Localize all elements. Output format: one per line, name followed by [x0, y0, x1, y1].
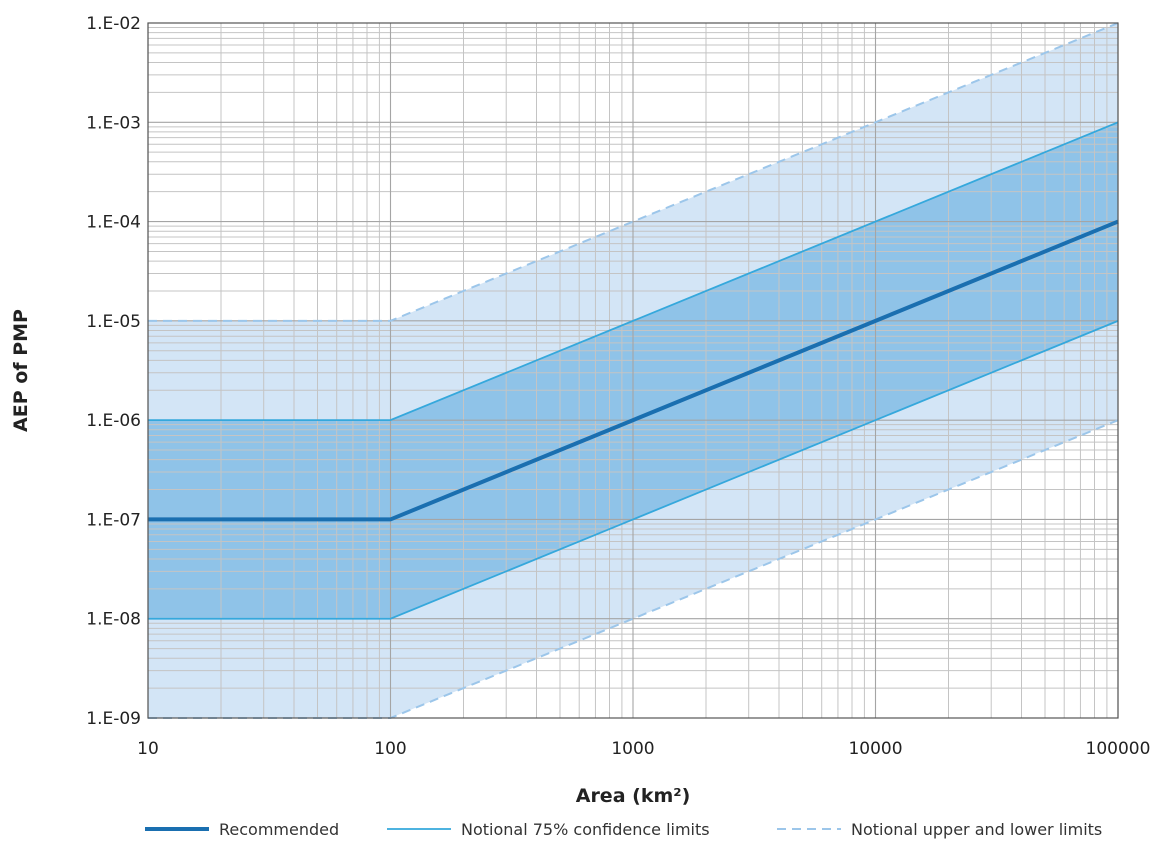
x-tick-label: 10	[137, 739, 159, 759]
y-tick-label: 1.E-03	[86, 113, 141, 133]
y-tick-label: 1.E-05	[86, 312, 141, 332]
y-tick-label: 1.E-02	[86, 14, 141, 34]
legend: Recommended Notional 75% confidence limit…	[145, 820, 1102, 839]
upper-limit-line	[148, 22, 1119, 322]
x-tick-label: 100	[374, 739, 406, 759]
recommended-line	[148, 219, 1119, 522]
legend-confidence-limits-label: Notional 75% confidence limits	[461, 820, 710, 839]
lower-confidence-line	[148, 320, 1119, 620]
plot-frame	[147, 22, 1119, 719]
x-axis-ticks: 10 100 1000 10000 100000	[137, 739, 1150, 759]
y-tick-label: 1.E-09	[86, 709, 141, 729]
legend-recommended-label: Recommended	[219, 820, 339, 839]
x-tick-label: 100000	[1086, 739, 1151, 759]
upper-confidence-line	[148, 121, 1119, 422]
y-tick-label: 1.E-04	[86, 213, 141, 233]
x-axis-label: Area (km²)	[576, 785, 691, 807]
y-axis-label: AEP of PMP	[10, 309, 32, 432]
y-tick-label: 1.E-06	[86, 411, 141, 431]
x-tick-label: 10000	[848, 739, 902, 759]
y-tick-label: 1.E-08	[86, 610, 141, 630]
y-tick-label: 1.E-07	[86, 510, 141, 530]
grid-lines	[147, 22, 1119, 719]
x-tick-label: 1000	[611, 739, 654, 759]
legend-upper-lower-limits-label: Notional upper and lower limits	[851, 820, 1102, 839]
y-axis-ticks: 1.E-02 1.E-03 1.E-04 1.E-05 1.E-06 1.E-07 1.E-…	[86, 14, 141, 729]
